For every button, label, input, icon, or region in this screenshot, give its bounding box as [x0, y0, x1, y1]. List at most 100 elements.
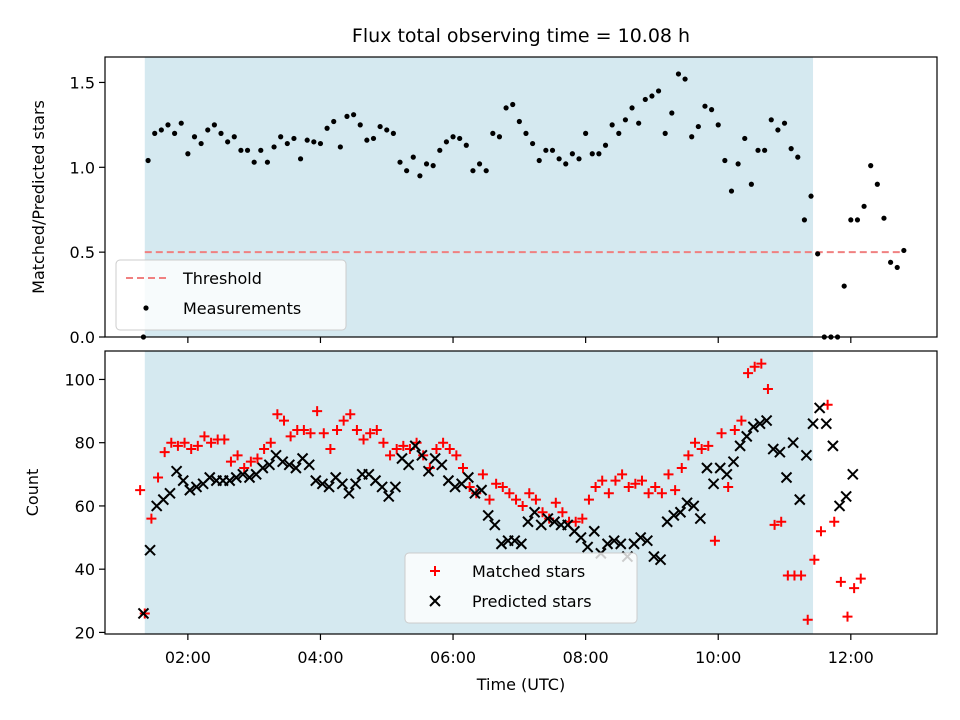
matched-star-point: [504, 488, 515, 499]
measurement-point: [695, 123, 701, 130]
measurement-point: [589, 151, 595, 157]
matched-star-point: [802, 614, 813, 625]
measurement-point: [841, 283, 847, 289]
matched-star-point: [796, 570, 807, 581]
x-tick-label: 02:00: [165, 648, 211, 667]
measurement-point: [185, 151, 191, 157]
predicted-star-point: [767, 443, 779, 455]
matched-star-point: [358, 434, 369, 445]
measurement-point: [602, 142, 609, 148]
matched-star-point: [199, 431, 210, 442]
measurement-point: [397, 159, 403, 165]
measurement-point: [669, 110, 675, 116]
measurement-point: [370, 135, 377, 142]
measurement-point: [702, 103, 708, 109]
matched-star-point: [597, 475, 608, 486]
x-tick-label: 06:00: [430, 648, 476, 667]
measurement-point: [708, 107, 715, 113]
measurement-point: [271, 144, 277, 150]
predicted-star-point: [522, 516, 534, 528]
predicted-star-point: [323, 481, 335, 493]
predicted-star-point: [449, 481, 461, 493]
measurement-point: [172, 130, 178, 136]
predicted-star-point: [409, 440, 421, 452]
measurement-point: [781, 120, 788, 126]
x-tick-label: 12:00: [828, 648, 874, 667]
predicted-star-point: [654, 553, 667, 566]
predicted-star-point: [794, 493, 806, 506]
measurement-point: [563, 161, 569, 167]
predicted-star-point: [290, 462, 302, 474]
predicted-star-point: [389, 481, 402, 493]
predicted-star-point: [489, 519, 501, 531]
measurement-point: [364, 137, 370, 143]
predicted-star-point: [515, 538, 528, 550]
predicted-star-point: [701, 462, 713, 474]
predicted-star-point: [774, 446, 786, 458]
predicted-star-point: [402, 459, 415, 471]
measurement-point: [490, 130, 496, 136]
matched-star-point: [305, 428, 316, 439]
matched-star-point: [192, 440, 203, 451]
predicted-star-point: [170, 465, 183, 477]
matched-star-point: [457, 462, 468, 473]
predicted-star-point: [508, 535, 521, 547]
measurement-point: [722, 157, 728, 164]
legend-box: [404, 552, 638, 624]
measurement-point: [815, 251, 821, 257]
predicted-star-point: [807, 418, 819, 430]
predicted-star-point: [283, 459, 296, 471]
legend-box: [115, 259, 347, 331]
matched-star-point: [835, 576, 846, 587]
measurement-point: [211, 122, 217, 128]
matched-star-point: [318, 428, 329, 439]
predicted-star-point: [144, 544, 156, 556]
y-tick-label: 0.0: [70, 328, 95, 347]
matched-star-point: [312, 406, 323, 417]
predicted-star-point: [747, 421, 760, 433]
matched-star-point: [557, 507, 568, 518]
measurement-point: [238, 147, 244, 153]
predicted-star-point: [734, 440, 746, 452]
predicted-star-point: [648, 550, 660, 563]
legend-measurement-swatch: [143, 305, 149, 311]
predicted-star-point: [833, 500, 846, 512]
predicted-star-point: [376, 481, 388, 493]
y-tick-label: 100: [64, 370, 95, 389]
matched-star-point: [159, 447, 170, 458]
series-predicted-stars: [138, 403, 859, 620]
matched-star-point: [511, 494, 522, 505]
matched-star-point: [239, 462, 250, 473]
predicted-star-point: [482, 509, 494, 522]
predicted-star-point: [575, 531, 587, 544]
predicted-star-point: [528, 506, 541, 518]
measurement-point: [887, 259, 894, 265]
predicted-star-point: [416, 449, 428, 462]
matched-star-point: [696, 444, 707, 455]
matched-star-point: [736, 415, 747, 426]
matched-star-point: [431, 444, 442, 455]
y-tick-label: 60: [75, 497, 95, 516]
measurement-point: [443, 139, 450, 145]
matched-star-point: [232, 450, 243, 461]
measurement-point: [642, 96, 648, 103]
matched-star-point: [809, 554, 820, 565]
measurement-point: [861, 203, 867, 209]
predicted-star-point: [681, 497, 693, 509]
measurement-point: [331, 118, 337, 125]
matched-star-point: [371, 425, 382, 436]
predicted-star-point: [475, 484, 488, 496]
predicted-star-point: [694, 512, 707, 525]
measurement-point: [158, 127, 164, 133]
measurement-point: [278, 134, 284, 140]
predicted-star-point: [615, 538, 627, 550]
measurement-point: [304, 137, 310, 143]
measurement-point: [788, 146, 794, 152]
y-tick-label: 20: [75, 623, 95, 642]
y-tick-label: 1.5: [70, 73, 95, 92]
matched-star-point: [577, 513, 588, 524]
matched-star-point: [537, 507, 548, 518]
measurement-point: [311, 139, 317, 145]
legend-matched-swatch: [430, 566, 440, 576]
measurement-point: [675, 71, 682, 77]
